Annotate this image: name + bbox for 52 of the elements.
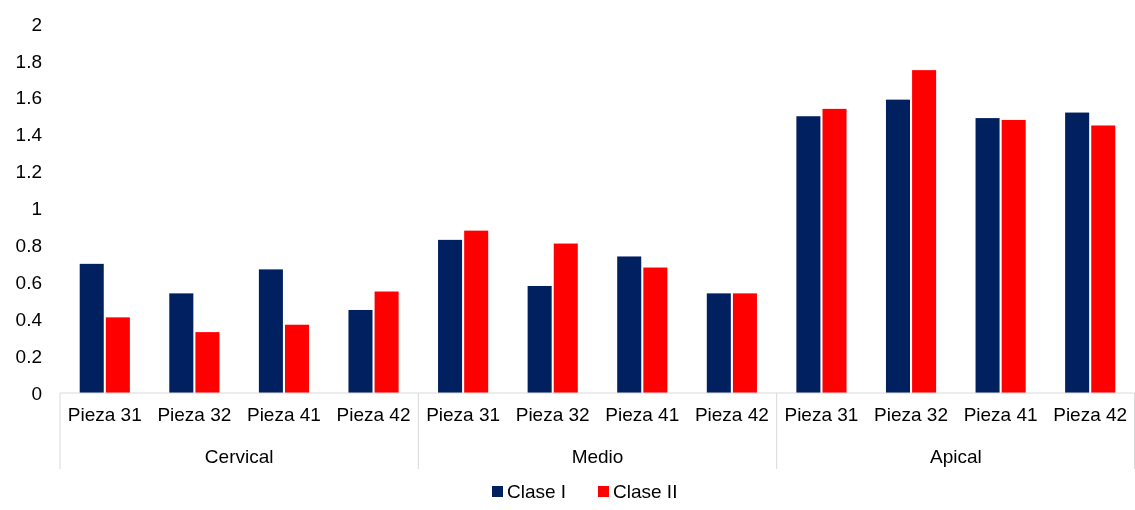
bar xyxy=(527,285,552,393)
bar xyxy=(169,293,194,393)
y-tick-label: 1.4 xyxy=(15,124,43,146)
x-tick-label: Pieza 32 xyxy=(874,404,949,425)
bar xyxy=(79,263,104,393)
y-tick-label: 2 xyxy=(31,13,42,35)
bar xyxy=(706,293,731,393)
y-tick-label: 0.4 xyxy=(15,308,43,330)
x-tick-label: Pieza 31 xyxy=(426,404,501,425)
bar xyxy=(438,239,463,393)
x-tick-label: Pieza 32 xyxy=(515,404,590,425)
text: Cervical xyxy=(204,446,274,467)
bar xyxy=(975,118,1000,393)
bar xyxy=(464,230,489,393)
bar xyxy=(105,317,130,393)
bar xyxy=(732,293,757,393)
x-tick-label: Pieza 41 xyxy=(605,404,680,425)
bar xyxy=(195,332,220,393)
bar xyxy=(912,70,937,393)
bar xyxy=(617,256,642,393)
y-tick-label: 0.6 xyxy=(15,271,42,293)
x-tick-label: Pieza 41 xyxy=(963,404,1038,425)
x-tick-label: Pieza 31 xyxy=(784,404,859,425)
legend-label: Clase I xyxy=(507,481,567,502)
bar xyxy=(348,309,373,393)
x-tick-label: Pieza 31 xyxy=(67,404,142,425)
bar xyxy=(643,267,668,393)
y-tick-label: 1 xyxy=(31,198,42,220)
bar xyxy=(1091,125,1116,393)
text: Medio xyxy=(571,446,624,467)
bar xyxy=(258,269,283,393)
bar xyxy=(285,324,310,393)
bar xyxy=(822,108,847,393)
x-tick-label: Pieza 32 xyxy=(157,404,232,425)
x-tick-label: Pieza 42 xyxy=(694,404,769,425)
x-tick-label: Pieza 42 xyxy=(1053,404,1128,425)
bar xyxy=(796,116,821,393)
bar xyxy=(374,291,399,393)
y-tick-label: 1.6 xyxy=(15,87,42,109)
bar xyxy=(1065,112,1090,393)
bar xyxy=(553,243,578,393)
bar xyxy=(885,99,910,393)
x-tick-label: Pieza 41 xyxy=(246,404,321,425)
y-tick-label: 0 xyxy=(31,382,42,404)
text: Apical xyxy=(929,446,982,467)
y-tick-label: 1.8 xyxy=(15,50,42,72)
x-tick-label: Pieza 42 xyxy=(336,404,411,425)
legend-label: Clase II xyxy=(613,481,678,502)
y-tick-label: 0.2 xyxy=(15,345,42,367)
bar xyxy=(1001,119,1026,393)
y-tick-label: 0.8 xyxy=(15,235,42,257)
y-tick-label: 1.2 xyxy=(15,161,42,183)
